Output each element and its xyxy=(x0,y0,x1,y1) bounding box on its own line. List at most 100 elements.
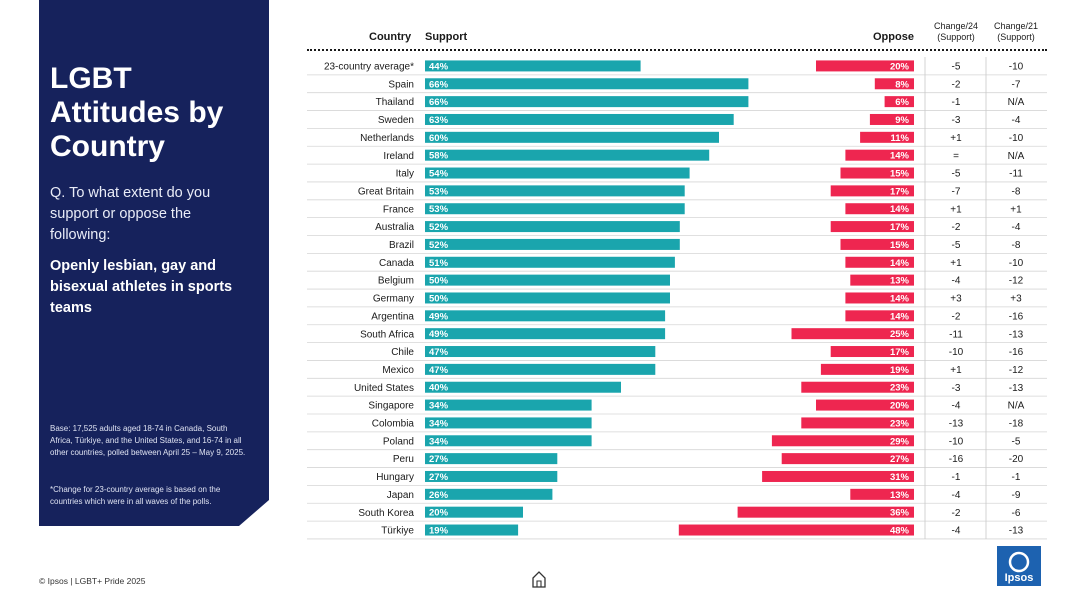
change21-value: -6 xyxy=(1012,508,1021,519)
oppose-value-label: 14% xyxy=(890,311,910,322)
oppose-value-label: 23% xyxy=(890,418,910,429)
country-label: Türkiye xyxy=(381,526,414,537)
country-label: Great Britain xyxy=(358,186,414,197)
oppose-value-label: 31% xyxy=(890,472,910,483)
change21-value: -20 xyxy=(1009,454,1024,465)
support-bar xyxy=(425,292,670,303)
oppose-value-label: 19% xyxy=(890,365,910,376)
support-value-label: 51% xyxy=(429,258,449,269)
change24-value: -2 xyxy=(952,222,961,233)
oppose-value-label: 17% xyxy=(890,186,910,197)
support-value-label: 66% xyxy=(429,79,449,90)
country-label: Ireland xyxy=(383,151,414,162)
support-bar xyxy=(425,239,680,250)
change24-value: -5 xyxy=(952,240,961,251)
change24-value: -16 xyxy=(949,454,964,465)
support-value-label: 60% xyxy=(429,133,449,144)
oppose-value-label: 9% xyxy=(895,115,909,126)
support-value-label: 58% xyxy=(429,151,449,162)
support-bar xyxy=(425,132,719,143)
country-label: Thailand xyxy=(376,97,414,108)
change24-value: +1 xyxy=(950,258,962,269)
support-value-label: 49% xyxy=(429,329,449,340)
country-label: United States xyxy=(354,383,414,394)
country-label: Chile xyxy=(391,347,414,358)
change24-value: -7 xyxy=(952,186,961,197)
change21-value: +1 xyxy=(1010,204,1022,215)
country-label: Argentina xyxy=(371,311,414,322)
oppose-bar xyxy=(679,525,914,536)
country-label: 23-country average* xyxy=(324,62,414,73)
oppose-value-label: 20% xyxy=(890,401,910,412)
change21-value: -10 xyxy=(1009,133,1024,144)
oppose-value-label: 25% xyxy=(890,329,910,340)
change24-value: -4 xyxy=(952,490,961,501)
oppose-value-label: 29% xyxy=(890,436,910,447)
support-value-label: 26% xyxy=(429,490,449,501)
change21-value: -12 xyxy=(1009,276,1024,287)
change21-value: -5 xyxy=(1012,436,1021,447)
change21-value: -12 xyxy=(1009,365,1024,376)
support-value-label: 27% xyxy=(429,472,449,483)
support-value-label: 34% xyxy=(429,401,449,412)
country-label: Sweden xyxy=(378,115,414,126)
footer-credit: © Ipsos | LGBT+ Pride 2025 xyxy=(39,576,146,586)
change24-value: -4 xyxy=(952,276,961,287)
change24-value: -5 xyxy=(952,169,961,180)
change24-value: -5 xyxy=(952,62,961,73)
change24-value: = xyxy=(953,151,959,162)
support-bar xyxy=(425,60,641,71)
change21-value: N/A xyxy=(1008,97,1025,108)
change24-value: -11 xyxy=(949,329,963,340)
change24-value: -4 xyxy=(952,401,961,412)
oppose-value-label: 8% xyxy=(895,79,909,90)
country-label: Brazil xyxy=(389,240,414,251)
oppose-value-label: 14% xyxy=(890,293,910,304)
country-label: Japan xyxy=(387,490,414,501)
support-value-label: 50% xyxy=(429,293,449,304)
support-bar xyxy=(425,185,685,196)
country-label: Netherlands xyxy=(360,133,414,144)
oppose-value-label: 14% xyxy=(890,151,910,162)
change21-value: -4 xyxy=(1012,222,1021,233)
change24-value: -13 xyxy=(949,419,964,430)
country-label: Hungary xyxy=(376,472,414,483)
oppose-value-label: 17% xyxy=(890,347,910,358)
change21-value: -13 xyxy=(1009,329,1024,340)
oppose-value-label: 6% xyxy=(895,97,909,108)
change24-value: -2 xyxy=(952,311,961,322)
change21-value: -8 xyxy=(1012,240,1021,251)
support-bar xyxy=(425,96,748,107)
change21-value: -1 xyxy=(1012,472,1021,483)
home-icon[interactable] xyxy=(531,570,547,588)
support-value-label: 40% xyxy=(429,383,449,394)
change24-value: -2 xyxy=(952,79,961,90)
oppose-value-label: 15% xyxy=(890,240,910,251)
change21-value: -9 xyxy=(1012,490,1021,501)
country-label: Peru xyxy=(393,454,414,465)
support-value-label: 44% xyxy=(429,61,449,72)
support-value-label: 63% xyxy=(429,115,449,126)
support-bar xyxy=(425,364,655,375)
country-label: Spain xyxy=(388,79,414,90)
support-bar xyxy=(425,150,709,161)
country-label: Belgium xyxy=(378,276,414,287)
change21-value: -10 xyxy=(1009,258,1024,269)
change24-value: +1 xyxy=(950,133,962,144)
support-value-label: 53% xyxy=(429,186,449,197)
support-bar xyxy=(425,346,655,357)
change24-value: -1 xyxy=(952,472,961,483)
country-label: Italy xyxy=(396,169,414,180)
support-bar xyxy=(425,382,621,393)
support-bar xyxy=(425,435,592,446)
country-label: Australia xyxy=(375,222,414,233)
oppose-value-label: 23% xyxy=(890,383,910,394)
change21-value: N/A xyxy=(1008,151,1025,162)
change21-value: -13 xyxy=(1009,526,1024,537)
logo-text: Ipsos xyxy=(1005,572,1034,584)
support-value-label: 54% xyxy=(429,169,449,180)
change21-value: N/A xyxy=(1008,401,1025,412)
oppose-value-label: 14% xyxy=(890,258,910,269)
change21-value: +3 xyxy=(1010,294,1022,305)
change24-value: -10 xyxy=(949,436,964,447)
